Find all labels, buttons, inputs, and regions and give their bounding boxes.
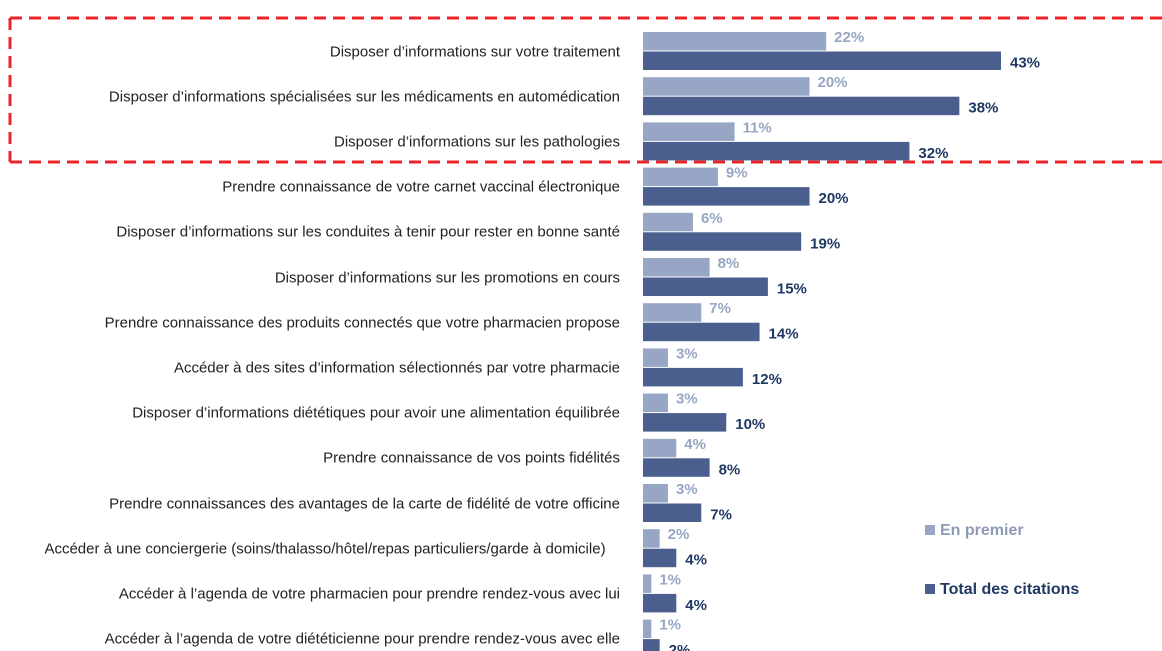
bar [643, 529, 660, 548]
category-label: Disposer d’informations sur les promotio… [274, 269, 620, 286]
value-label: 20% [818, 74, 848, 91]
bar [643, 232, 802, 251]
value-label: 1% [659, 571, 681, 588]
bar [643, 639, 660, 651]
value-label: 1% [659, 617, 681, 634]
value-label: 22% [834, 29, 864, 46]
value-label: 14% [769, 326, 799, 343]
bar [643, 277, 768, 296]
bar [643, 167, 718, 187]
bar [643, 393, 668, 413]
bar [643, 187, 810, 206]
category-label: Accéder à l’agenda de votre diététicienn… [104, 630, 620, 648]
legend-swatch [925, 584, 935, 594]
bar [643, 413, 727, 432]
value-label: 4% [684, 436, 706, 453]
bar [643, 593, 677, 613]
value-label: 3% [676, 391, 698, 408]
value-label: 38% [968, 100, 998, 117]
value-label: 9% [726, 165, 748, 182]
value-label: 3% [676, 345, 698, 362]
bar [643, 141, 910, 161]
value-label: 12% [752, 371, 782, 388]
value-label: 7% [709, 300, 731, 317]
value-label: 32% [918, 145, 948, 162]
bar [643, 458, 710, 477]
category-label: Prendre connaissance de votre carnet vac… [222, 178, 620, 196]
bar [643, 619, 652, 639]
bar [643, 32, 827, 51]
value-label: 3% [676, 481, 698, 498]
bar [643, 212, 693, 232]
value-label: 19% [810, 235, 840, 252]
value-label: 10% [735, 416, 765, 433]
bar [643, 574, 652, 593]
category-label: Disposer d’informations diététiques pour… [132, 404, 620, 422]
value-label: 6% [701, 210, 723, 227]
bar [643, 96, 960, 116]
bar [643, 367, 743, 387]
bar [643, 503, 702, 522]
bar [643, 484, 668, 503]
bar [643, 122, 735, 141]
category-label: Disposer d’informations sur les conduite… [116, 223, 620, 241]
value-label: 20% [819, 190, 849, 207]
bar [643, 348, 668, 367]
value-label: 7% [710, 506, 732, 523]
value-label: 15% [777, 280, 807, 297]
bar [643, 77, 810, 96]
category-label: Accéder à une conciergerie (soins/thalas… [44, 540, 606, 558]
category-label: Disposer d’informations sur les patholog… [334, 133, 620, 151]
highlight-box [8, 16, 1162, 164]
value-label: 4% [685, 597, 707, 614]
category-label: Prendre connaissance des produits connec… [104, 314, 620, 332]
bar [643, 303, 702, 322]
value-label: 43% [1010, 54, 1040, 71]
value-label: 8% [718, 255, 740, 272]
bar [643, 322, 760, 342]
legend-label: Total des citations [940, 581, 1079, 598]
value-label: 11% [743, 119, 772, 136]
bar [643, 438, 677, 458]
value-label: 4% [685, 552, 707, 569]
legend-label: En premier [940, 522, 1024, 539]
category-label: Prendre connaissance de vos points fidél… [323, 449, 620, 467]
bar [643, 258, 710, 277]
category-label: Accéder à l’agenda de votre pharmacien p… [118, 585, 620, 603]
bar [643, 51, 1001, 70]
value-label: 2% [669, 642, 691, 651]
category-label: Prendre connaissances des avantages de l… [109, 495, 620, 512]
value-label: 8% [719, 461, 741, 478]
category-label: Accéder à des sites d’information sélect… [173, 359, 620, 377]
legend-swatch [925, 525, 935, 535]
bar [643, 548, 677, 568]
value-label: 2% [668, 526, 690, 543]
category-label: Disposer d’informations sur votre traite… [329, 43, 620, 60]
category-label: Disposer d’informations spécialisées sur… [108, 88, 620, 106]
